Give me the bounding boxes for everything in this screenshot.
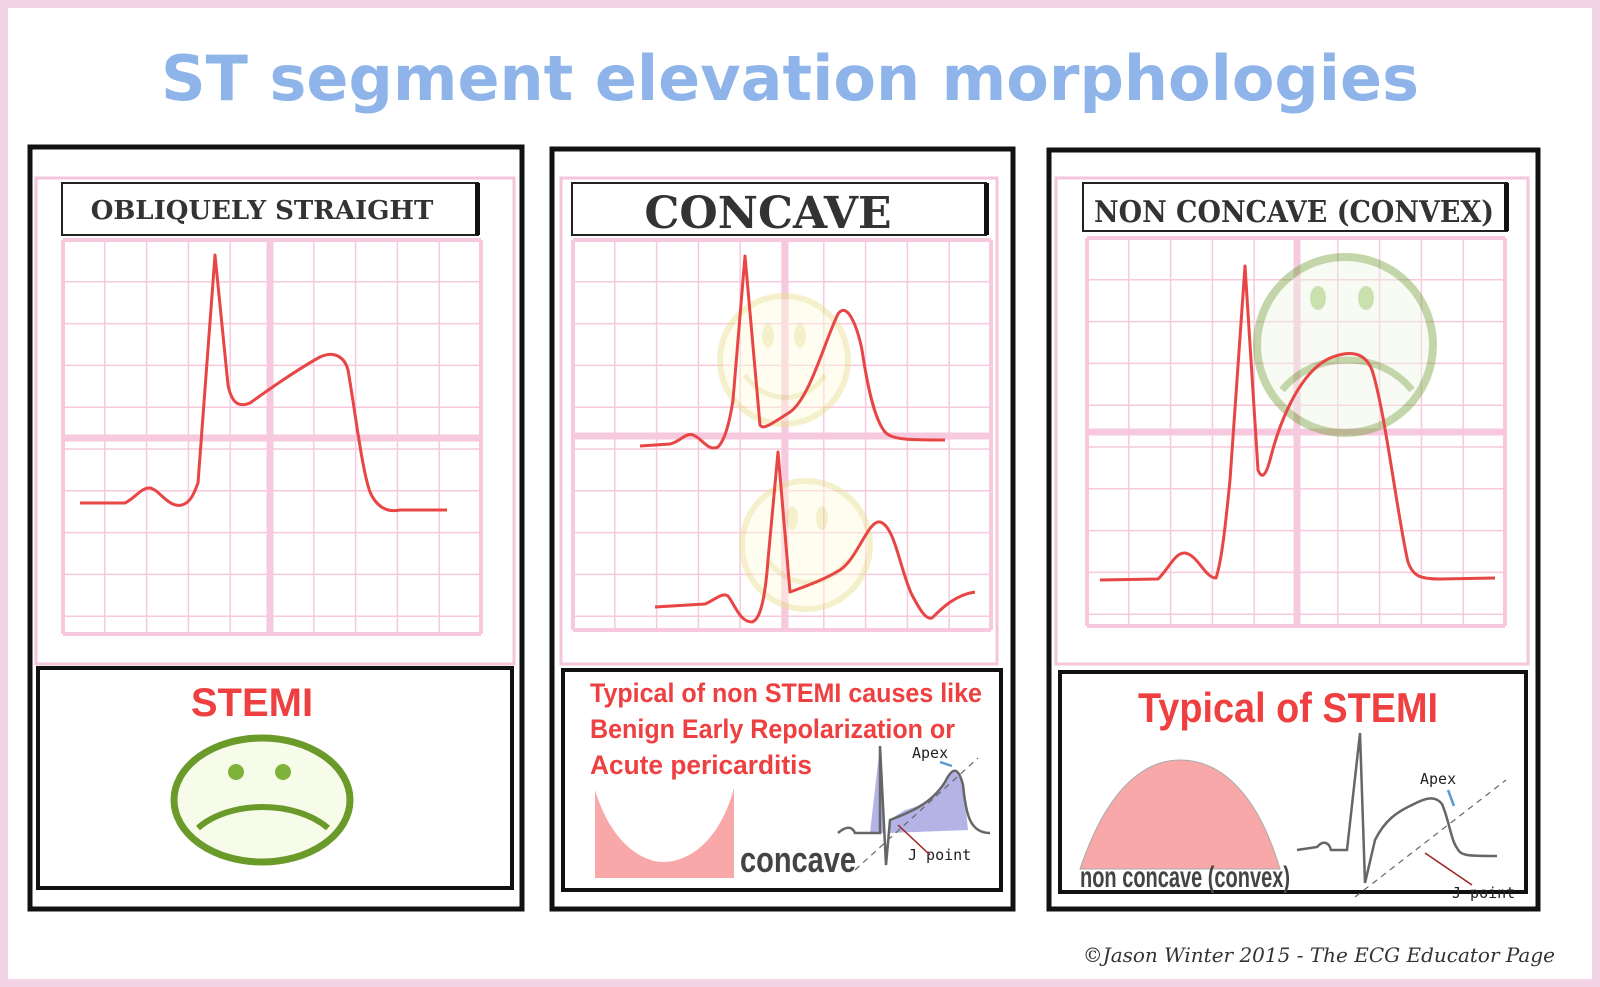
page-title: ST segment elevation morphologies (161, 42, 1419, 115)
ecg-trace (654, 450, 976, 624)
ecg-trace (1099, 264, 1496, 582)
j-point-arrow (897, 824, 931, 856)
ecg-grid (61, 238, 483, 636)
convex-ecg-diagram: Apex J point (1296, 732, 1515, 902)
panel-header: NON CONCAVE (CONVEX) (1094, 195, 1494, 230)
ecg-grid (1085, 236, 1507, 628)
panel-caption: Typical of STEMI (1138, 684, 1438, 731)
panel-obliquely-straight: OBLIQUELY STRAIGHT STEMI (27, 144, 525, 912)
panel-header-box (1082, 182, 1508, 232)
panel-header-box (61, 182, 479, 236)
credit: ©Jason Winter 2015 - The ECG Educator Pa… (1083, 943, 1555, 967)
apex-label: Apex (1420, 770, 1456, 788)
shape-label: non concave (convex) (1080, 861, 1290, 894)
j-point-arrow (1424, 852, 1473, 886)
panel-header: CONCAVE (644, 188, 891, 239)
sad-face-icon (1253, 253, 1437, 437)
caption-line: Acute pericarditis (590, 750, 812, 780)
shape-label: concave (740, 839, 856, 880)
concave-ecg-diagram: Apex J point (837, 744, 991, 871)
concave-shape (595, 788, 734, 878)
j-point-label: J point (1452, 884, 1515, 902)
panel-concave: CONCAVE Typical of non STEMI causes like… (549, 146, 1016, 912)
sad-face-icon (170, 734, 354, 866)
caption-line: Typical of non STEMI causes like (590, 678, 982, 708)
ecg-trace (80, 253, 447, 513)
ecg-grid (571, 238, 993, 632)
panel-caption: STEMI (191, 681, 313, 725)
j-point-label: J point (908, 846, 971, 864)
apex-arrow (1446, 789, 1456, 807)
apex-arrow (939, 760, 953, 768)
convex-shape (1079, 759, 1281, 870)
caption-line: Benign Early Repolarization or (590, 714, 955, 744)
apex-label: Apex (912, 744, 948, 762)
panel-header-box (571, 182, 987, 236)
ecg-trace (639, 254, 946, 450)
panel-convex: NON CONCAVE (CONVEX) Typical of STEMI no… (1046, 147, 1541, 912)
panel-header: OBLIQUELY STRAIGHT (91, 196, 434, 226)
